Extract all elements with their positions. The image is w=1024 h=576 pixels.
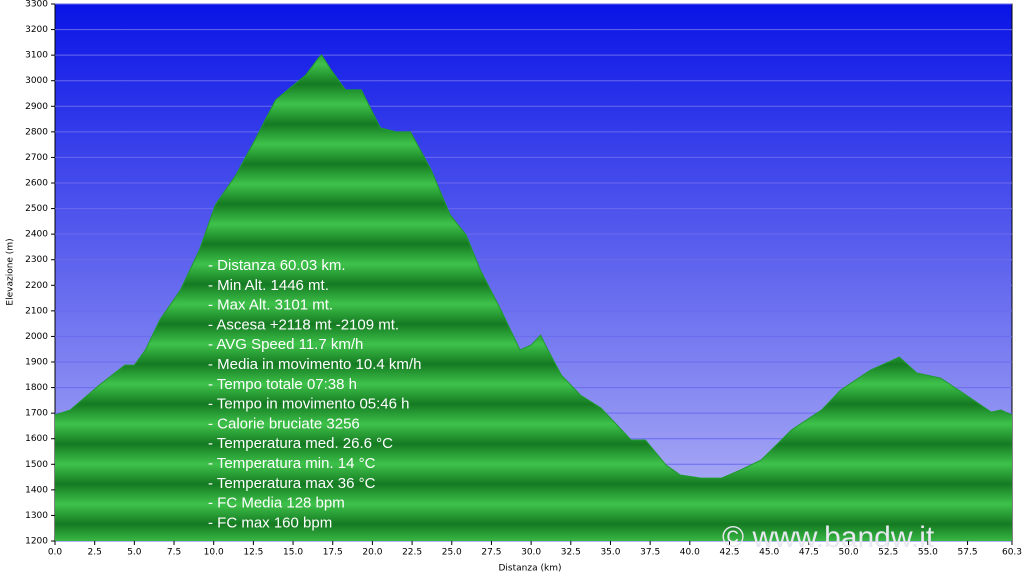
annotation: - Max Alt. 3101 mt.: [208, 297, 333, 314]
y-tick-label: 1400: [25, 485, 48, 495]
annotation: - FC max 160 bpm: [208, 514, 332, 531]
y-tick-label: 3000: [25, 76, 48, 86]
y-tick-label: 3300: [25, 0, 48, 10]
annotation: - AVG Speed 11.7 km/h: [208, 336, 363, 353]
area-fill: [55, 54, 1012, 541]
y-tick-label: 2700: [25, 153, 48, 163]
x-axis-title: Distanza (km): [499, 564, 562, 574]
y-tick-label: 1600: [25, 434, 48, 444]
annotation: - Tempo in movimento 05:46 h: [208, 396, 410, 413]
y-tick-label: 2900: [25, 102, 48, 112]
x-tick-label: 0.0: [48, 548, 63, 558]
y-tick-label: 2800: [25, 127, 48, 137]
annotation: - Distanza 60.03 km.: [208, 257, 346, 274]
x-tick-label: 5.0: [127, 548, 142, 558]
annotation: - Tempo totale 07:38 h: [208, 376, 357, 393]
x-tick-label: 42.5: [719, 548, 739, 558]
x-tick-label: 20.0: [362, 548, 382, 558]
x-tick-label: 60.3: [1002, 548, 1022, 558]
watermark: © www.bandw.it: [722, 521, 935, 554]
y-tick-label: 2200: [25, 281, 48, 291]
x-tick-label: 47.5: [799, 548, 819, 558]
y-tick-label: 3200: [25, 25, 48, 35]
x-tick-label: 32.5: [561, 548, 581, 558]
x-tick-label: 45.0: [759, 548, 779, 558]
y-tick-label: 1700: [25, 409, 48, 419]
x-tick-label: 12.5: [243, 548, 263, 558]
y-axis-title: Elevazione (m): [6, 238, 16, 305]
annotation: - Temperatura min. 14 °C: [208, 455, 376, 472]
x-tick-label: 40.0: [680, 548, 700, 558]
annotation: - Media in movimento 10.4 km/h: [208, 356, 421, 373]
y-tick-label: 2100: [25, 306, 48, 316]
x-tick-label: 57.5: [958, 548, 978, 558]
x-tick-label: 37.5: [640, 548, 660, 558]
y-tick-label: 1200: [25, 537, 48, 547]
x-tick-label: 25.0: [442, 548, 462, 558]
x-tick-label: 50.0: [839, 548, 859, 558]
y-tick-label: 2000: [25, 332, 48, 342]
x-tick-label: 2.5: [88, 548, 102, 558]
annotation: - Min Alt. 1446 mt.: [208, 277, 329, 294]
x-tick-label: 7.5: [167, 548, 181, 558]
annotation: - Temperatura max 36 °C: [208, 475, 376, 492]
x-tick-label: 30.0: [521, 548, 541, 558]
y-tick-label: 1500: [25, 460, 48, 470]
area-line: [54, 54, 1013, 479]
x-tick-label: 27.5: [481, 548, 501, 558]
y-tick-label: 2500: [25, 204, 48, 214]
y-tick-label: 3100: [25, 51, 48, 61]
annotation: - Ascesa +2118 mt -2109 mt.: [208, 316, 399, 333]
y-tick-label: 2600: [25, 179, 48, 189]
x-tick-label: 17.5: [323, 548, 343, 558]
y-tick-label: 1800: [25, 383, 48, 393]
annotation: - Calorie bruciate 3256: [208, 415, 360, 432]
y-tick-label: 2300: [25, 255, 48, 265]
x-tick-label: 15.0: [283, 548, 303, 558]
x-tick-label: 35.0: [600, 548, 620, 558]
x-tick-label: 52.5: [878, 548, 898, 558]
x-tick-label: 10.0: [204, 548, 224, 558]
x-tick-label: 22.5: [402, 548, 422, 558]
y-tick-label: 2400: [25, 230, 48, 240]
y-tick-label: 1900: [25, 358, 48, 368]
y-tick-label: 1300: [25, 511, 48, 521]
x-tick-label: 55.0: [918, 548, 938, 558]
annotation: - Temperatura med. 26.6 °C: [208, 435, 393, 452]
annotation: - FC Media 128 bpm: [208, 495, 345, 512]
